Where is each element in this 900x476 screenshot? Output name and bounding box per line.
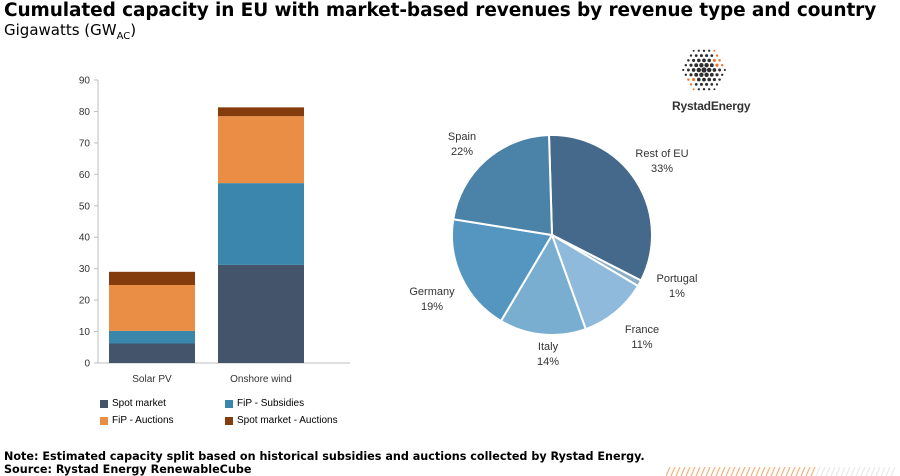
y-tick-label: 30 bbox=[79, 264, 91, 275]
bar-segment-spot-market-1 bbox=[109, 343, 195, 363]
legend-label: Spot market - Auctions bbox=[237, 415, 338, 426]
chart-subtitle: Gigawatts (GWAC) bbox=[4, 21, 136, 42]
pie-slice-spain bbox=[452, 134, 554, 237]
bar-segment-spot-market-2 bbox=[218, 264, 304, 363]
subtitle-unit-subscript: AC bbox=[116, 31, 131, 42]
pie-chart: Rest of EU 33% Portugal 1% France 11% Italy 14%… bbox=[409, 131, 698, 368]
pie-slice-france bbox=[550, 232, 640, 331]
y-tick-label: 60 bbox=[79, 170, 91, 181]
bar-segment-fip-subsidies-2 bbox=[218, 183, 304, 265]
x-tick-label: Onshore wind bbox=[230, 374, 292, 385]
legend-item: Spot market bbox=[100, 398, 166, 409]
legend-item: FiP - Subsidies bbox=[225, 398, 304, 409]
pie-percent-label: 19% bbox=[421, 301, 443, 313]
pie-percent-label: 14% bbox=[537, 356, 559, 368]
legend-label: Spot market bbox=[112, 398, 166, 409]
legend-swatch bbox=[100, 399, 108, 408]
footnote-note: Note: Estimated capacity split based on … bbox=[4, 450, 645, 463]
legend-label: FiP - Subsidies bbox=[237, 398, 305, 409]
legend-item: Spot market - Auctions bbox=[225, 415, 338, 426]
bar-segment-fip-auctions-1 bbox=[109, 285, 195, 331]
bar-segment-spot-market-auctions-2 bbox=[218, 107, 304, 117]
pie-percent-label: 1% bbox=[669, 288, 685, 300]
pie-label: Germany bbox=[409, 286, 455, 298]
legend-swatch bbox=[225, 416, 233, 425]
y-tick-label: 70 bbox=[79, 138, 91, 149]
y-tick-label: 50 bbox=[79, 201, 91, 212]
legend-swatch bbox=[225, 399, 233, 408]
bar-segment-fip-subsidies-1 bbox=[109, 330, 195, 344]
pie-label: France bbox=[625, 324, 659, 336]
y-tick-label: 80 bbox=[79, 107, 91, 118]
y-tick-label: 40 bbox=[79, 233, 91, 244]
pie-slice-italy bbox=[499, 232, 588, 336]
pie-label: Spain bbox=[448, 131, 476, 143]
y-tick-label: 90 bbox=[79, 76, 91, 87]
y-tick-label: 0 bbox=[84, 359, 90, 370]
x-tick-label: Solar PV bbox=[132, 374, 172, 385]
pie-percent-label: 22% bbox=[451, 146, 473, 158]
rystad-logo-icon bbox=[682, 49, 726, 91]
legend-swatch bbox=[100, 416, 108, 425]
pie-label: Portugal bbox=[657, 273, 698, 285]
decorative-stripes bbox=[666, 467, 896, 476]
y-tick-label: 10 bbox=[79, 327, 91, 338]
pie-label: Italy bbox=[538, 341, 559, 353]
bar-segment-spot-market-auctions-1 bbox=[109, 271, 195, 286]
stacked-bar-chart: 0 10 20 30 40 50 60 70 80 90 Solar PV Onshore wind bbox=[79, 76, 350, 385]
footnote-source: Source: Rystad Energy RenewableCube bbox=[4, 463, 252, 476]
bar-segment-fip-auctions-2 bbox=[218, 116, 304, 184]
legend-item: FiP - Auctions bbox=[100, 415, 174, 426]
y-tick-label: 20 bbox=[79, 296, 91, 307]
pie-percent-label: 33% bbox=[651, 163, 673, 175]
subtitle-unit: Gigawatts (GW bbox=[4, 21, 117, 39]
footnote: Note: Estimated capacity split based on … bbox=[4, 450, 645, 476]
legend-label: FiP - Auctions bbox=[112, 415, 174, 426]
pie-percent-label: 11% bbox=[631, 339, 652, 351]
pie-slice-germany bbox=[451, 218, 554, 323]
pie-label: Rest of EU bbox=[635, 148, 688, 160]
chart-title: Cumulated capacity in EU with market-bas… bbox=[4, 0, 877, 21]
subtitle-unit-close: ) bbox=[130, 21, 137, 39]
pie-slice-rest-of-eu bbox=[547, 134, 653, 282]
rystad-logo-text: RystadEnergy bbox=[672, 99, 751, 113]
